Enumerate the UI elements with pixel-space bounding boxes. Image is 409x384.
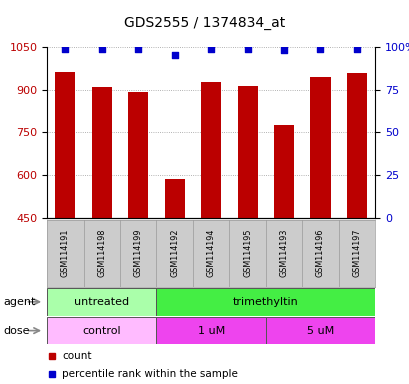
Bar: [310, 77, 330, 218]
Point: [353, 45, 360, 51]
Text: control: control: [82, 326, 121, 336]
Text: GSM114197: GSM114197: [352, 229, 361, 278]
Point: [62, 45, 68, 51]
Bar: [128, 91, 148, 218]
Bar: [55, 73, 75, 218]
Text: 1 uM: 1 uM: [197, 326, 224, 336]
Text: GSM114195: GSM114195: [243, 229, 252, 278]
Text: GSM114199: GSM114199: [133, 229, 142, 278]
Bar: [273, 125, 293, 218]
Text: GSM114192: GSM114192: [170, 229, 179, 278]
Text: count: count: [62, 351, 91, 361]
Text: agent: agent: [3, 297, 36, 307]
Point: [280, 47, 287, 53]
Point: [317, 45, 323, 51]
Bar: [237, 86, 257, 218]
Bar: [201, 83, 220, 218]
Bar: [47, 317, 156, 344]
Text: dose: dose: [3, 326, 30, 336]
Bar: [156, 288, 374, 316]
Point: [207, 45, 214, 51]
Bar: [156, 317, 265, 344]
Text: GSM114193: GSM114193: [279, 229, 288, 277]
Point: [244, 45, 250, 51]
Bar: [92, 87, 112, 218]
Text: GSM114191: GSM114191: [61, 229, 70, 277]
Text: untreated: untreated: [74, 297, 129, 307]
Point: [171, 52, 178, 58]
Text: trimethyltin: trimethyltin: [232, 297, 298, 307]
Text: GSM114198: GSM114198: [97, 229, 106, 277]
Bar: [164, 179, 184, 218]
Bar: [265, 317, 374, 344]
Text: GSM114194: GSM114194: [206, 229, 215, 277]
Bar: [47, 288, 156, 316]
Point: [135, 45, 141, 51]
Text: 5 uM: 5 uM: [306, 326, 333, 336]
Bar: [346, 73, 366, 218]
Text: GSM114196: GSM114196: [315, 229, 324, 277]
Text: GDS2555 / 1374834_at: GDS2555 / 1374834_at: [124, 16, 285, 30]
Text: percentile rank within the sample: percentile rank within the sample: [62, 369, 237, 379]
Point: [98, 45, 105, 51]
